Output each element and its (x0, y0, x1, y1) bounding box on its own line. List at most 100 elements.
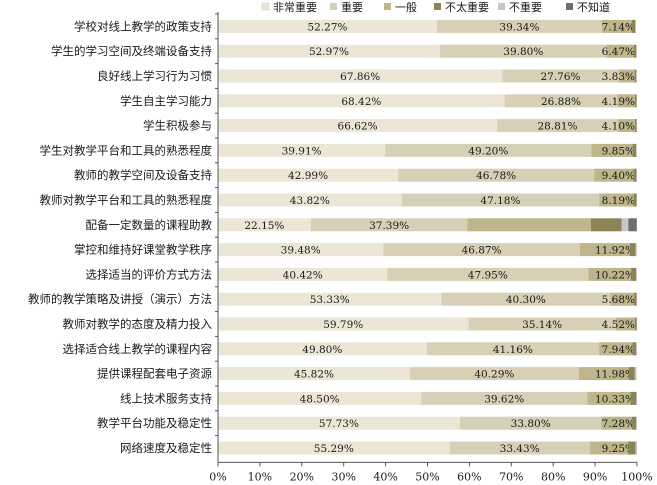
x-tick-label: 100% (621, 470, 652, 483)
bar-segment (218, 218, 311, 232)
bar-segment (218, 168, 399, 182)
bar-segment (218, 19, 438, 33)
bar-segment (633, 168, 637, 182)
data-label: 5.68% (602, 294, 635, 306)
bar-segment (594, 168, 634, 182)
bar-segment (218, 119, 498, 133)
bar-segment (606, 44, 634, 58)
x-tick-label: 50% (415, 470, 439, 483)
bar-segment (599, 193, 634, 207)
x-tick-label: 40% (373, 470, 397, 483)
data-label: 53.33% (310, 294, 350, 306)
category-label: 选择适合线上教学的课程内容 (63, 342, 213, 356)
category-label: 教师对教学的态度及精力投入 (63, 317, 213, 331)
legend-label: 一般 (395, 1, 417, 14)
category-label: 教师的教学空间及设备支持 (74, 168, 212, 182)
bar-segment (218, 342, 427, 356)
category-label: 配备一定数量的课程助教 (86, 218, 213, 232)
legend-swatch (330, 3, 337, 10)
data-label: 42.99% (288, 170, 328, 182)
bar-segment (635, 143, 637, 157)
data-label: 10.22% (595, 269, 635, 281)
bar-segment (218, 44, 440, 58)
bar-segment (218, 391, 422, 405)
data-label: 66.62% (338, 121, 378, 133)
bar-segment (218, 193, 402, 207)
data-label: 39.48% (281, 245, 321, 257)
bar-segment (631, 267, 637, 281)
bar-segment (634, 367, 637, 381)
data-label: 68.42% (341, 96, 381, 108)
data-label: 39.80% (503, 46, 543, 58)
data-label: 46.78% (476, 170, 516, 182)
data-label: 11.92% (595, 245, 635, 257)
bar-segment (633, 193, 637, 207)
x-tick-label: 20% (290, 470, 314, 483)
bar-segment (615, 317, 635, 331)
bar-segment (385, 143, 592, 157)
bar-segment (502, 69, 619, 83)
data-label: 55.29% (314, 443, 354, 455)
data-label: 52.27% (307, 21, 347, 33)
data-label: 7.94% (602, 344, 635, 356)
x-tick-label: 0% (209, 470, 226, 483)
bar-segment (426, 342, 600, 356)
bar-segment (588, 267, 632, 281)
category-label: 教师的教学策略及讲授（演示）方法 (28, 292, 212, 306)
data-label: 59.79% (323, 319, 363, 331)
bar-segment (218, 317, 469, 331)
data-label: 33.80% (511, 418, 551, 430)
legend-label: 不知道 (577, 0, 610, 14)
data-label: 9.85% (602, 145, 635, 157)
bar-segment (218, 416, 460, 430)
data-label: 40.42% (283, 269, 323, 281)
bar-segment (590, 218, 622, 232)
bar-segment (467, 218, 591, 232)
data-label: 7.14% (602, 21, 635, 33)
bar-segment (449, 441, 590, 455)
data-label: 47.18% (480, 195, 520, 207)
data-label: 35.14% (522, 319, 562, 331)
bar-segment (497, 119, 618, 133)
legend: 非常重要 重要 一般 不太重要 不重要 不知道 (261, 0, 610, 14)
category-labels: 学校对线上教学的政策支持学生的学习空间及终端设备支持良好线上学习行为习惯学生自主… (28, 19, 212, 455)
data-label: 28.81% (537, 121, 577, 133)
bar-segment (635, 243, 637, 257)
bar-segment (610, 292, 635, 306)
data-label: 41.16% (493, 344, 533, 356)
bar-segment (421, 391, 588, 405)
category-label: 学生的学习空间及终端设备支持 (51, 44, 212, 58)
bar-segment (459, 416, 602, 430)
bar-segment (617, 119, 636, 133)
bar-segment (218, 267, 388, 281)
bar-segment (621, 218, 629, 232)
data-label: 43.82% (290, 195, 330, 207)
bar-segment (468, 317, 616, 331)
bar-segment (218, 143, 386, 157)
x-tick-label: 10% (248, 470, 272, 483)
data-label: 47.95% (468, 269, 508, 281)
bar-segment (636, 342, 637, 356)
bar-segment (636, 416, 637, 430)
bar-segment (635, 119, 637, 133)
bar-segment (634, 317, 637, 331)
data-label: 40.29% (474, 369, 514, 381)
bar-segment (632, 143, 636, 157)
category-label: 线上技术服务支持 (120, 391, 212, 405)
x-tick-label: 90% (583, 470, 607, 483)
bar-segment (310, 218, 468, 232)
data-label: 67.86% (340, 71, 380, 83)
bar-segment (218, 243, 384, 257)
bar-segment (636, 267, 637, 281)
data-label: 22.15% (244, 220, 284, 232)
data-label: 7.28% (602, 418, 635, 430)
category-label: 学生积极参与 (143, 119, 212, 133)
category-label: 良好线上学习行为习惯 (97, 69, 212, 83)
data-label: 37.39% (369, 220, 409, 232)
data-label: 49.20% (468, 145, 508, 157)
bar-segment (628, 367, 635, 381)
data-label: 4.19% (602, 96, 635, 108)
data-label: 40.30% (506, 294, 546, 306)
bars: 52.27% 39.34% 7.14% 52.97% 39.80% 6.47% 67.86%… (218, 19, 637, 455)
data-label: 33.43% (500, 443, 540, 455)
